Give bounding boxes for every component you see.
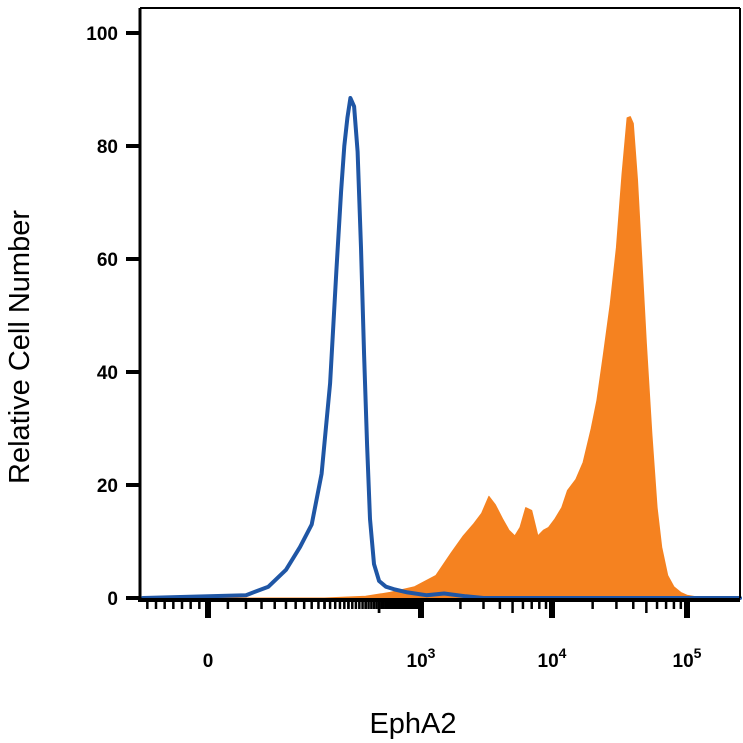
series-layer [141, 96, 742, 600]
x-tick-exponent: 4 [559, 645, 567, 661]
x-tick-label-105: 105 [673, 645, 702, 672]
x-tick-label-104: 104 [538, 645, 567, 672]
x-tick-base: 10 [538, 651, 559, 672]
x-tick-label-0: 0 [203, 651, 214, 672]
y-tick-label-60: 60 [97, 250, 118, 271]
x-axis-title: EphA2 [369, 708, 456, 740]
x-tick-exponent: 3 [428, 645, 436, 661]
x-tick-base: 0 [203, 651, 214, 672]
series-outline-histogram [141, 96, 742, 600]
y-tick-label-20: 20 [97, 476, 118, 497]
x-tick-base: 10 [407, 651, 428, 672]
y-tick-label-40: 40 [97, 363, 118, 384]
x-tick-label-103: 103 [407, 645, 436, 672]
y-tick-label-0: 0 [107, 589, 118, 610]
x-tick-base: 10 [673, 651, 694, 672]
y-tick-label-100: 100 [86, 24, 118, 45]
axis-layer [126, 7, 741, 618]
y-tick-label-80: 80 [97, 137, 118, 158]
y-axis-title: Relative Cell Number [4, 210, 36, 484]
series-filled-histogram [142, 116, 741, 599]
x-tick-exponent: 5 [694, 645, 702, 661]
